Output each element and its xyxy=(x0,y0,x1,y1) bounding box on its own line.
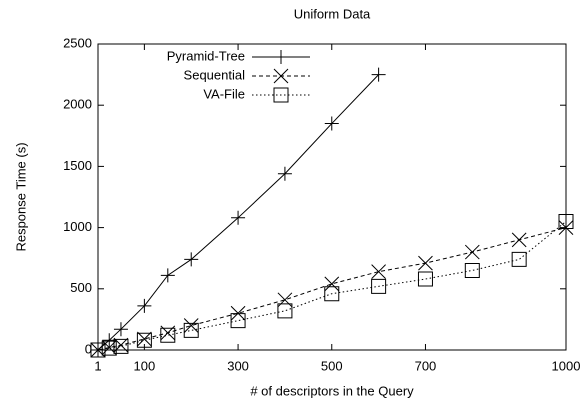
x-tick-label: 700 xyxy=(415,358,437,373)
legend-label: VA-File xyxy=(203,86,245,101)
marker xyxy=(277,292,293,308)
y-tick-label: 1000 xyxy=(63,219,92,234)
x-tick-label: 500 xyxy=(321,358,343,373)
y-tick-label: 2500 xyxy=(63,35,92,50)
legend-label: Sequential xyxy=(184,67,246,82)
marker xyxy=(418,255,433,271)
marker xyxy=(101,340,117,356)
marker xyxy=(464,262,480,278)
marker xyxy=(183,318,199,333)
legend-label: Pyramid-Tree xyxy=(167,48,245,63)
marker xyxy=(371,67,386,82)
marker xyxy=(464,244,480,260)
marker xyxy=(183,322,199,338)
marker xyxy=(324,286,340,302)
marker xyxy=(113,338,129,354)
marker xyxy=(371,264,386,280)
marker xyxy=(231,210,246,225)
marker xyxy=(558,213,574,229)
marker xyxy=(90,342,106,358)
marker xyxy=(417,271,433,287)
marker xyxy=(511,232,527,248)
plot-frame xyxy=(97,43,567,351)
x-tick-label: 1 xyxy=(94,358,101,373)
marker xyxy=(324,276,340,292)
marker xyxy=(136,332,152,348)
marker xyxy=(230,313,246,329)
y-axis-label: Response Time (s) xyxy=(13,142,28,251)
marker xyxy=(113,322,128,337)
legend-marker xyxy=(274,50,288,64)
x-tick-label: 100 xyxy=(134,358,156,373)
marker xyxy=(277,303,293,319)
marker xyxy=(137,331,152,347)
marker xyxy=(511,251,527,267)
x-tick-label: 300 xyxy=(227,358,249,373)
marker xyxy=(137,298,152,313)
x-tick-label: 1000 xyxy=(552,358,581,373)
x-axis-label: # of descriptors in the Query xyxy=(250,383,414,398)
y-tick-label: 2000 xyxy=(63,97,92,112)
marker xyxy=(160,268,175,283)
chart-title: Uniform Data xyxy=(294,6,371,21)
marker xyxy=(324,116,339,131)
series-line xyxy=(97,227,567,351)
marker xyxy=(184,252,199,267)
marker xyxy=(558,220,574,235)
marker xyxy=(160,327,176,343)
y-tick-label: 500 xyxy=(70,280,92,295)
legend-marker xyxy=(273,87,289,103)
series-line xyxy=(97,221,567,351)
marker xyxy=(371,278,387,294)
y-tick-label: 0 xyxy=(85,341,92,356)
y-tick-label: 1500 xyxy=(63,158,92,173)
legend-marker xyxy=(273,68,289,84)
series-line xyxy=(97,74,379,351)
marker xyxy=(277,166,292,181)
